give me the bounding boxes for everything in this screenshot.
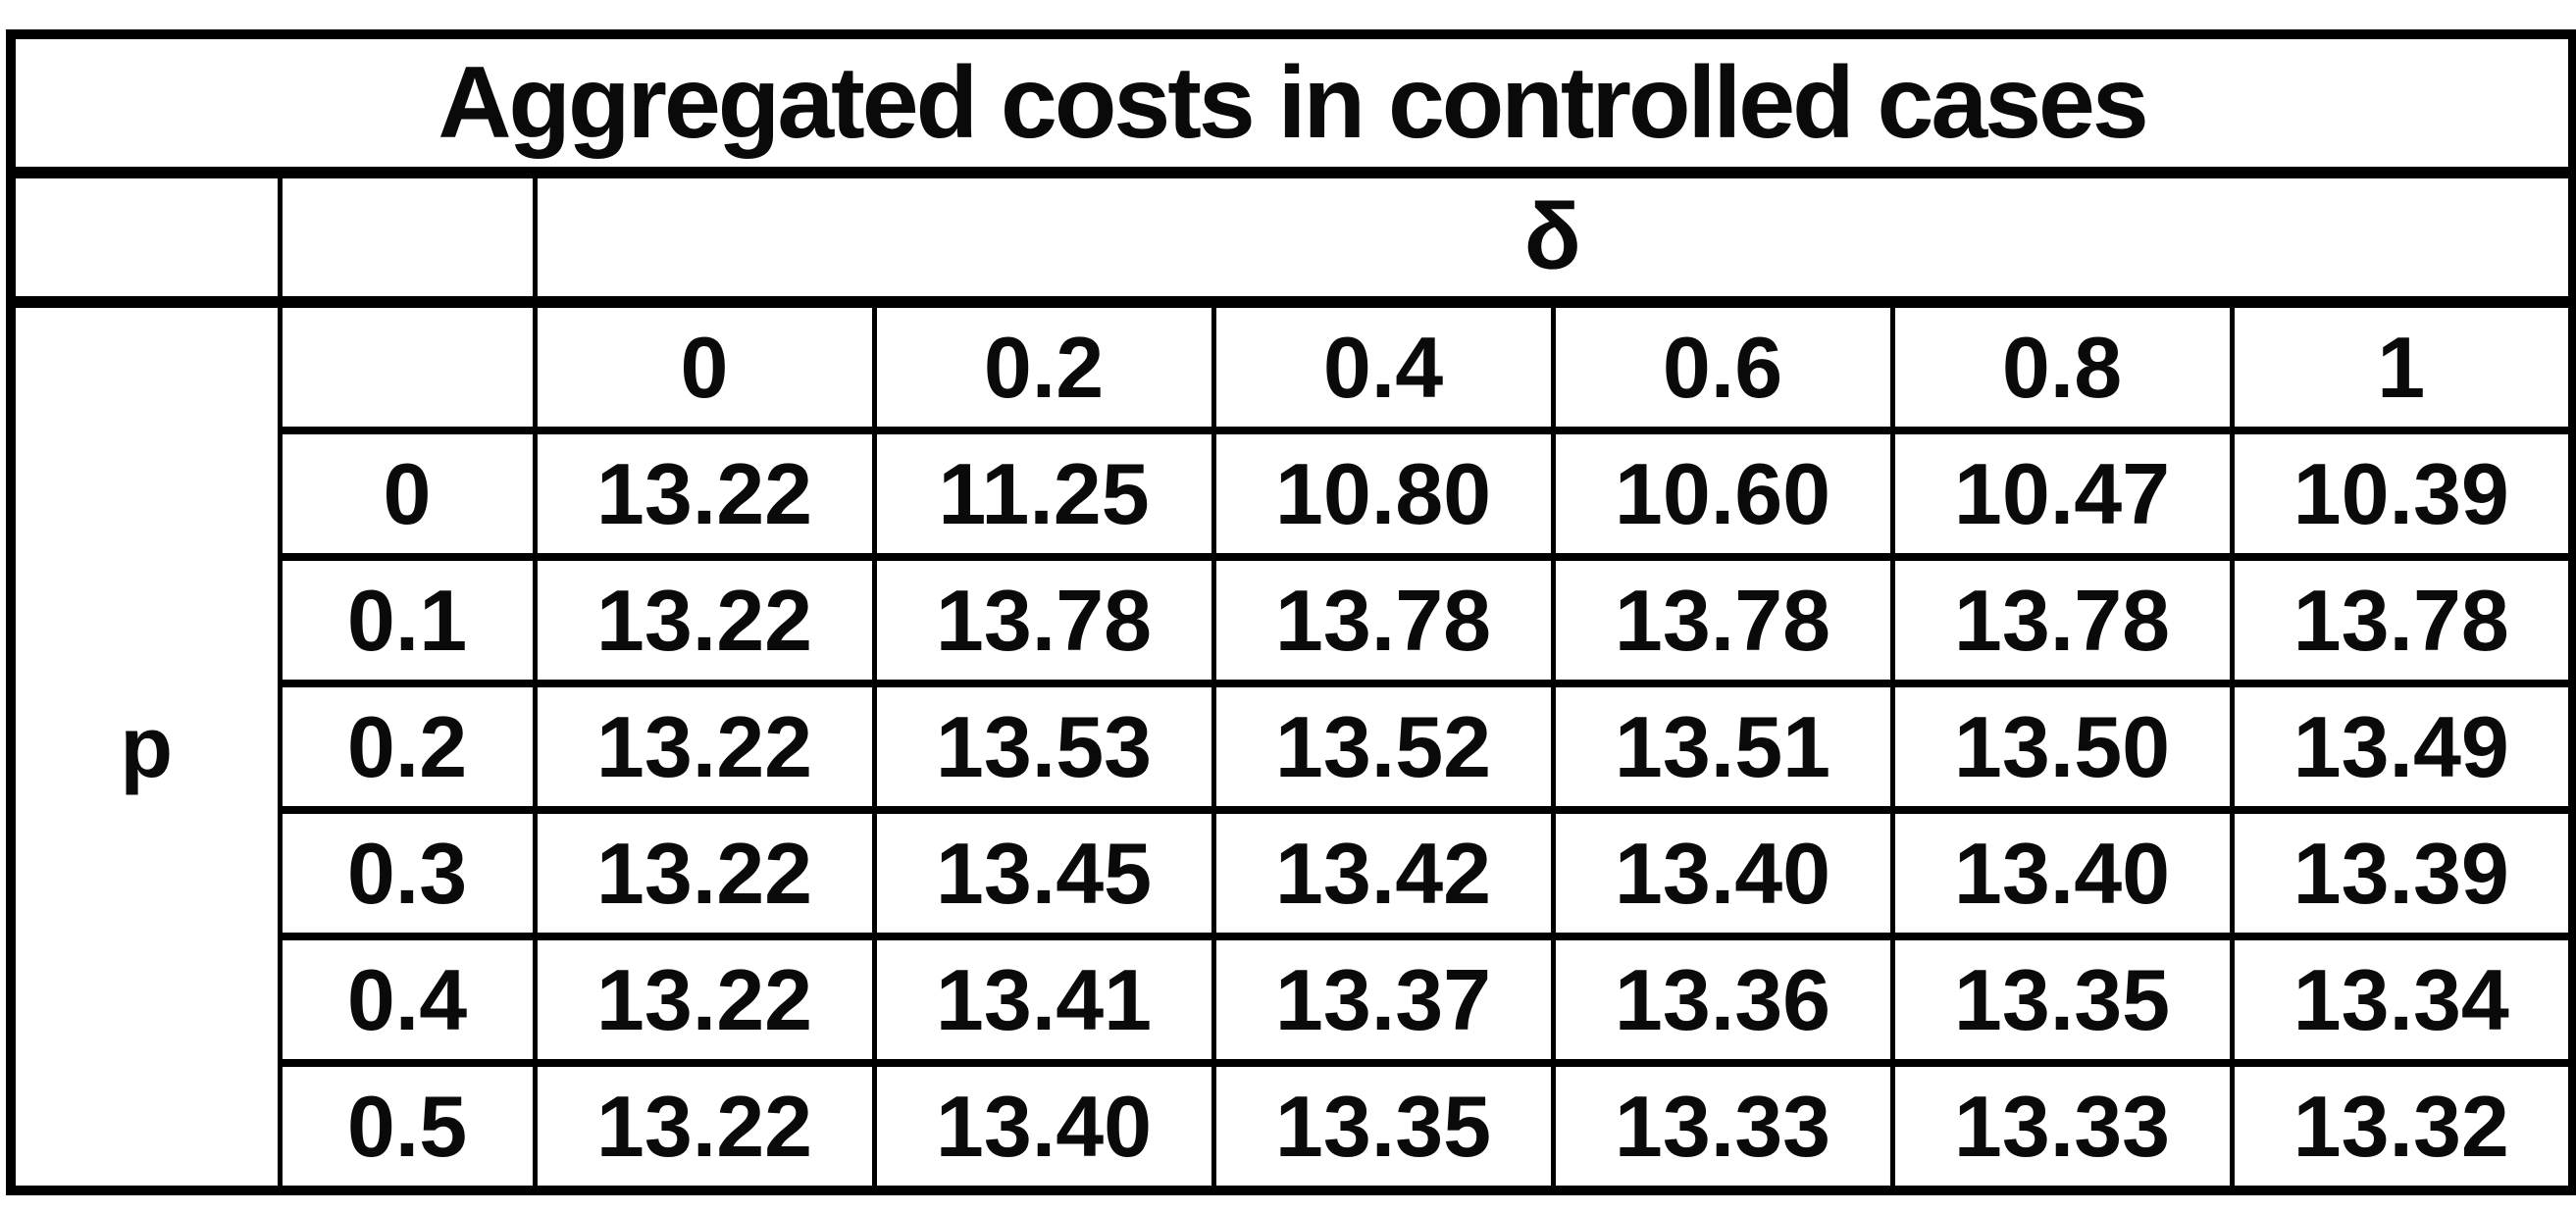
value-cell: 13.22 [532,680,877,814]
value-cell: 13.78 [1550,553,1895,687]
value-cell: 13.34 [2229,933,2576,1067]
column-axis-label: δ [532,169,2576,308]
value-cell: 13.42 [1211,806,1556,940]
value-cell: 13.52 [1211,680,1556,814]
value-cell: 10.47 [1889,427,2235,561]
value-cell: 13.32 [2229,1059,2576,1194]
col-header: 0.2 [871,298,1216,434]
value-cell: 10.60 [1550,427,1895,561]
value-cell: 10.39 [2229,427,2576,561]
value-cell: 13.50 [1889,680,2235,814]
column-header-row: p 0 0.2 0.4 0.6 0.8 1 [8,298,2576,1194]
spacer-cell [277,298,538,434]
row-header: 0.3 [277,806,538,940]
table-row: 0.4 13.22 13.41 13.37 13.36 13.35 13.34 [11,933,2576,1067]
value-cell: 11.25 [871,427,1216,561]
col-header: 0.8 [1889,298,2235,434]
row-header: 0.2 [277,680,538,814]
row-header: 0 [277,427,538,561]
value-cell: 13.49 [2229,680,2576,814]
value-cell: 13.35 [1889,933,2235,1067]
col-header: 0.6 [1550,298,1895,434]
value-cell: 13.37 [1211,933,1556,1067]
row-header: 0.4 [277,933,538,1067]
row-header: 0.1 [277,553,538,687]
table-row: 0.1 13.22 13.78 13.78 13.78 13.78 13.78 [11,553,2576,687]
col-header: 0.4 [1211,298,1556,434]
value-cell: 13.22 [532,806,877,940]
costs-table: Aggregated costs in controlled cases δ p… [6,29,2576,1195]
column-axis-row: δ [8,169,2576,308]
value-cell: 13.22 [532,553,877,687]
spacer-cell [277,169,538,308]
table-row: 0.5 13.22 13.40 13.35 13.33 13.33 13.32 [11,1059,2576,1194]
table-row: 0.3 13.22 13.45 13.42 13.40 13.40 13.39 [11,806,2576,940]
costs-table-container: Aggregated costs in controlled cases δ p… [6,29,2576,1195]
value-cell: 13.39 [2229,806,2576,940]
value-cell: 13.40 [1550,806,1895,940]
table-row: 0 13.22 11.25 10.80 10.60 10.47 10.39 [11,427,2576,561]
row-header: 0.5 [277,1059,538,1194]
value-cell: 13.78 [2229,553,2576,687]
value-cell: 13.78 [1889,553,2235,687]
col-header: 0 [532,298,877,434]
value-cell: 13.78 [871,553,1216,687]
value-cell: 13.51 [1550,680,1895,814]
title-row: Aggregated costs in controlled cases [8,30,2576,178]
value-cell: 13.53 [871,680,1216,814]
table-title: Aggregated costs in controlled cases [8,30,2576,178]
value-cell: 13.36 [1550,933,1895,1067]
value-cell: 13.33 [1550,1059,1895,1194]
value-cell: 13.33 [1889,1059,2235,1194]
row-axis-label: p [8,298,283,1194]
value-cell: 13.45 [871,806,1216,940]
value-cell: 13.35 [1211,1059,1556,1194]
value-cell: 13.78 [1211,553,1556,687]
value-cell: 13.40 [871,1059,1216,1194]
value-cell: 13.22 [532,427,877,561]
table-row: 0.2 13.22 13.53 13.52 13.51 13.50 13.49 [11,680,2576,814]
value-cell: 13.41 [871,933,1216,1067]
value-cell: 13.22 [532,933,877,1067]
spacer-cell [8,169,283,308]
col-header: 1 [2229,298,2576,434]
value-cell: 13.22 [532,1059,877,1194]
value-cell: 13.40 [1889,806,2235,940]
value-cell: 10.80 [1211,427,1556,561]
